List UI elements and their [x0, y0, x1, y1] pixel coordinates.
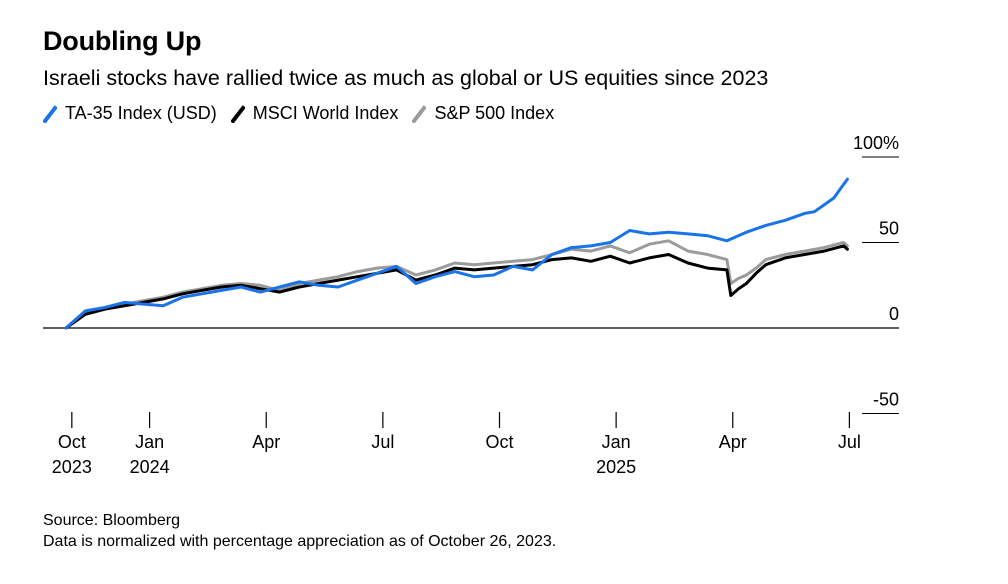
legend-swatch-ta35-mark [43, 104, 57, 123]
x-tick-label-2: Apr [252, 432, 280, 452]
normalization-note: Data is normalized with percentage appre… [43, 533, 557, 550]
x-tick-label-5: Jan [602, 432, 631, 452]
series-lines [64, 177, 849, 330]
legend-label-sp500: S&P 500 Index [434, 103, 555, 123]
legend-swatch-sp500 [412, 104, 427, 123]
y-tick-label-3: -50 [873, 390, 899, 410]
x-tick-sublabel-1: 2024 [130, 457, 170, 477]
legend: TA-35 Index (USD) MSCI World Index S&P 5… [43, 103, 568, 124]
x-tick-label-0: Oct [58, 432, 86, 452]
source-text: Source: Bloomberg [43, 512, 180, 529]
legend-label-ta35: TA-35 Index (USD) [65, 103, 217, 123]
source-notes: Source: Bloomberg Data is normalized wit… [43, 510, 556, 552]
legend-item-msci: MSCI World Index [230, 103, 399, 124]
legend-swatch-msci-mark [230, 104, 245, 123]
legend-item-ta35: TA-35 Index (USD) [43, 103, 217, 124]
legend-swatch-msci [230, 104, 245, 123]
x-tick-label-6: Apr [719, 432, 747, 452]
legend-item-sp500: S&P 500 Index [412, 103, 554, 124]
x-tick-sublabel-0: 2023 [52, 457, 92, 477]
series-line-ta35 [64, 177, 849, 330]
y-tick-label-2: 0 [889, 304, 899, 324]
legend-swatch-ta35 [43, 104, 57, 123]
legend-swatch-sp500-mark [412, 104, 427, 123]
legend-label-msci: MSCI World Index [252, 103, 399, 123]
x-tick-label-3: Jul [371, 432, 394, 452]
y-gridlines: 100% 50 0 -50 [43, 133, 899, 414]
y-tick-label-1: 50 [879, 219, 899, 239]
x-tick-label-1: Jan [135, 432, 164, 452]
x-tick-label-4: Oct [485, 432, 513, 452]
x-tick-label-7: Jul [838, 432, 861, 452]
x-tick-sublabel-5: 2025 [596, 457, 636, 477]
y-tick-label-0: 100% [853, 133, 899, 153]
chart-title: Doubling Up [43, 26, 202, 56]
chart-subtitle: Israeli stocks have rallied twice as muc… [43, 66, 769, 90]
series-line-msci [64, 244, 849, 330]
series-line-sp500 [64, 239, 849, 330]
x-axis: Oct 2023 Jan 2024 Apr Jul Oct Jan 2025 Apr Jul [52, 412, 861, 477]
